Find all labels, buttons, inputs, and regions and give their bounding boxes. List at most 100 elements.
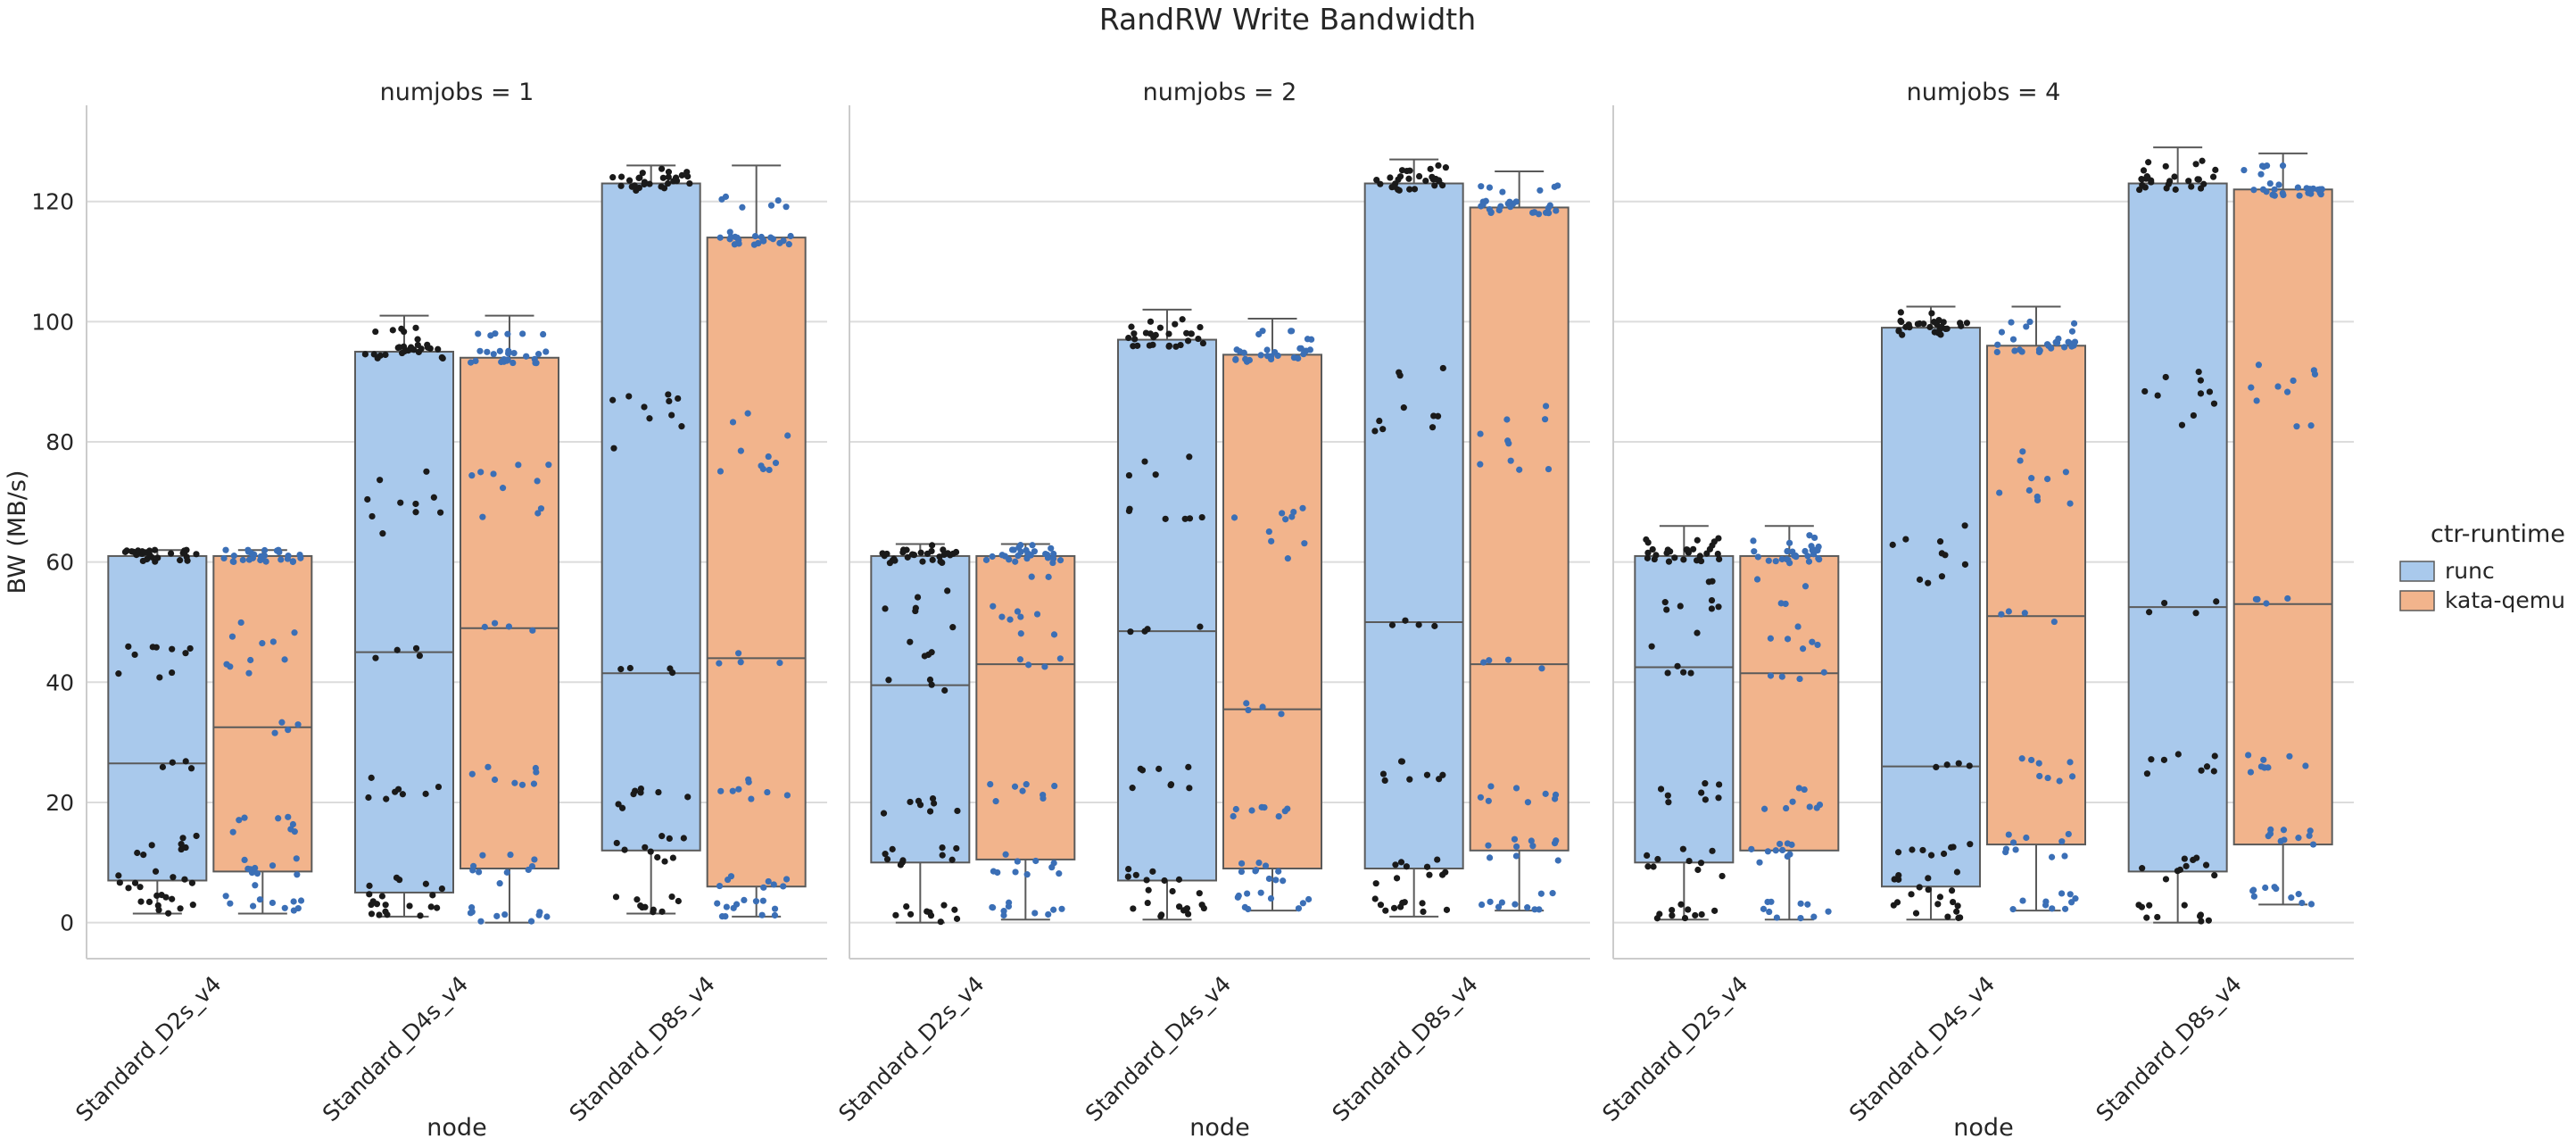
swarm-point	[1777, 600, 1785, 607]
swarm-point	[2067, 500, 2074, 507]
swarm-point	[372, 328, 379, 336]
swarm-point	[767, 234, 774, 241]
swarm-point	[1927, 852, 1935, 859]
swarm-point	[1709, 847, 1716, 854]
x-tick-label: Standard_D4s_v4	[1081, 971, 1236, 1126]
swarm-point	[1430, 412, 1437, 420]
swarm-point	[189, 902, 196, 909]
swarm-point	[989, 903, 996, 911]
swarm-point	[1144, 626, 1151, 633]
swarm-point	[1916, 576, 1924, 583]
swarm-point	[1512, 852, 1520, 860]
swarm-point	[2183, 862, 2190, 869]
swarm-point	[1033, 611, 1041, 618]
swarm-point	[1147, 318, 1155, 325]
swarm-point	[2154, 913, 2161, 921]
swarm-point	[637, 789, 644, 796]
swarm-point	[1802, 583, 1810, 590]
swarm-point	[1512, 901, 1519, 908]
swarm-point	[1186, 785, 1193, 792]
swarm-point	[1288, 328, 1296, 335]
swarm-point	[885, 677, 892, 684]
swarm-point	[177, 905, 184, 912]
swarm-point	[1244, 890, 1251, 897]
swarm-point	[527, 918, 535, 925]
swarm-point	[1155, 765, 1163, 772]
swarm-point	[1031, 548, 1039, 555]
swarm-point	[661, 858, 668, 865]
swarm-point	[468, 359, 475, 366]
swarm-point	[2283, 388, 2291, 395]
swarm-point	[252, 864, 259, 872]
swarm-point	[2018, 348, 2025, 355]
swarm-point	[1434, 856, 1441, 863]
swarm-point	[1938, 573, 1946, 580]
swarm-point	[1644, 852, 1651, 859]
swarm-point	[2163, 185, 2170, 192]
swarm-point	[2136, 186, 2143, 194]
swarm-point	[368, 910, 376, 918]
swarm-point	[1694, 629, 1701, 636]
swarm-point	[1372, 880, 1379, 887]
swarm-point	[1439, 364, 1446, 372]
swarm-point	[727, 233, 734, 240]
swarm-point	[427, 345, 434, 353]
swarm-point	[1248, 807, 1255, 814]
swarm-point	[2142, 175, 2149, 182]
swarm-point	[1261, 804, 1268, 811]
swarm-point	[1252, 868, 1259, 875]
swarm-point	[2008, 319, 2015, 326]
swarm-point	[2058, 890, 2066, 897]
swarm-point	[1895, 876, 1902, 883]
swarm-point	[716, 660, 723, 667]
swarm-point	[543, 913, 551, 920]
swarm-point	[2206, 388, 2214, 395]
swarm-point	[1698, 910, 1705, 918]
swarm-point	[1017, 613, 1024, 620]
swarm-point	[2171, 173, 2178, 180]
swarm-point	[2296, 192, 2303, 199]
swarm-point	[1748, 845, 1755, 852]
swarm-point	[650, 906, 657, 913]
swarm-point	[1702, 780, 1709, 787]
swarm-point	[366, 882, 373, 889]
swarm-point	[412, 644, 420, 652]
swarm-point	[1955, 914, 1962, 921]
swarm-point	[1654, 855, 1661, 863]
swarm-point	[1031, 910, 1039, 917]
swarm-point	[476, 347, 484, 354]
swarm-point	[468, 472, 476, 479]
swarm-point	[666, 397, 673, 405]
swarm-point	[429, 892, 436, 899]
x-tick-label: Standard_D2s_v4	[1597, 971, 1752, 1126]
swarm-point	[382, 902, 389, 909]
swarm-point	[496, 347, 503, 354]
swarm-point	[1129, 785, 1136, 792]
swarm-point	[1644, 539, 1652, 546]
swarm-point	[1498, 899, 1505, 906]
swarm-point	[2247, 769, 2255, 776]
swarm-point	[939, 844, 946, 852]
swarm-point	[140, 852, 147, 859]
swarm-point	[377, 477, 384, 484]
swarm-point	[167, 550, 175, 557]
swarm-point	[1487, 209, 1495, 217]
swarm-point	[2203, 763, 2211, 770]
swarm-point	[949, 624, 957, 631]
swarm-point	[1937, 331, 1944, 338]
swarm-point	[1708, 596, 1716, 604]
swarm-point	[1186, 515, 1194, 522]
swarm-point	[2138, 903, 2146, 910]
swarm-point	[1765, 557, 1772, 564]
swarm-point	[2271, 192, 2278, 199]
swarm-point	[613, 839, 620, 847]
swarm-point	[364, 495, 371, 503]
swarm-point	[2067, 891, 2074, 898]
swarm-point	[1406, 186, 1413, 193]
swarm-point	[2260, 756, 2267, 763]
swarm-point	[1504, 656, 1512, 663]
swarm-point	[1169, 887, 1176, 895]
swarm-point	[1719, 872, 1726, 880]
swarm-point	[1415, 172, 1423, 180]
swarm-point	[953, 915, 961, 922]
